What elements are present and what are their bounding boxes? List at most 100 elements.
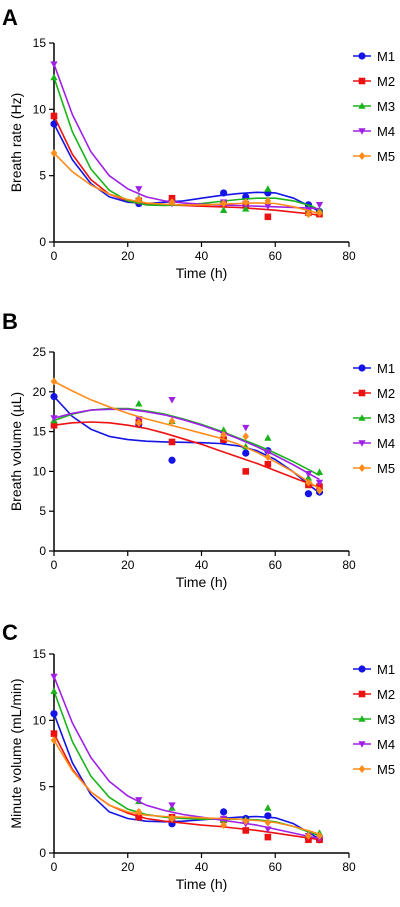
data-point-m3 bbox=[219, 206, 228, 213]
data-point-m5 bbox=[264, 818, 272, 827]
data-point-m4 bbox=[264, 203, 272, 210]
series-m2 bbox=[50, 730, 323, 844]
legend-label: M3 bbox=[377, 99, 395, 114]
y-tick-label: 0 bbox=[39, 235, 46, 249]
series-m5 bbox=[50, 736, 323, 840]
data-point-m2 bbox=[168, 438, 176, 446]
y-tick-label: 0 bbox=[39, 544, 46, 558]
series-m5 bbox=[50, 149, 323, 219]
x-tick-label: 80 bbox=[342, 249, 356, 263]
fit-curve-m5 bbox=[53, 739, 320, 836]
data-point-m3 bbox=[264, 185, 272, 192]
data-point-m5 bbox=[305, 210, 312, 219]
legend-label: M3 bbox=[377, 411, 395, 426]
data-point-m4 bbox=[50, 61, 58, 69]
data-point-m3 bbox=[315, 468, 324, 476]
panel-c: C 0 5 10 15 0 20 40 60 80 Time (h) Minute volume (m… bbox=[2, 620, 395, 892]
fit-curve-m4 bbox=[53, 63, 320, 210]
legend-item-m5: M5 bbox=[353, 762, 395, 777]
legend-label: M5 bbox=[377, 461, 395, 476]
data-point-m4 bbox=[315, 202, 324, 209]
fit-curve-m1 bbox=[53, 713, 320, 841]
legend-label: M4 bbox=[377, 436, 395, 451]
legend-marker bbox=[358, 389, 366, 397]
data-point-m3 bbox=[50, 687, 58, 694]
x-tick-label: 40 bbox=[195, 249, 209, 263]
data-point-m5 bbox=[50, 736, 58, 745]
y-axis-title: Breath rate (Hz) bbox=[8, 93, 24, 193]
x-tick-label: 80 bbox=[342, 558, 356, 572]
legend-marker bbox=[358, 102, 366, 109]
legend-item-m5: M5 bbox=[353, 461, 395, 476]
data-point-m5 bbox=[264, 196, 272, 205]
data-point-m2 bbox=[305, 836, 312, 844]
data-point-m5 bbox=[168, 417, 176, 426]
data-point-m1 bbox=[168, 456, 176, 464]
data-point-m5 bbox=[316, 486, 323, 495]
data-point-m2 bbox=[168, 194, 176, 202]
data-point-m5 bbox=[50, 377, 58, 386]
legend-marker bbox=[358, 52, 366, 60]
series-m3 bbox=[50, 73, 324, 213]
x-axis-title: Time (h) bbox=[176, 574, 228, 590]
legend-marker bbox=[358, 741, 366, 748]
x-tick-label: 0 bbox=[51, 860, 58, 874]
legend-item-m4: M4 bbox=[353, 737, 395, 752]
legend-label: M1 bbox=[377, 662, 395, 677]
fit-curve-m1 bbox=[53, 396, 320, 494]
data-point-m2 bbox=[242, 468, 250, 475]
y-tick-label: 5 bbox=[39, 780, 46, 794]
data-point-m5 bbox=[242, 198, 250, 207]
data-point-m4 bbox=[242, 424, 250, 432]
data-point-m4 bbox=[168, 802, 176, 810]
data-point-m1 bbox=[50, 120, 58, 128]
legend-item-m5: M5 bbox=[353, 149, 395, 164]
x-tick-label: 40 bbox=[195, 860, 209, 874]
panel-letter-c: C bbox=[2, 620, 18, 645]
data-point-m3 bbox=[135, 399, 143, 407]
data-point-m3 bbox=[242, 205, 250, 212]
legend-marker bbox=[358, 765, 366, 773]
legend-item-m1: M1 bbox=[353, 662, 395, 677]
data-point-m4 bbox=[264, 826, 272, 833]
x-tick-label: 60 bbox=[269, 860, 283, 874]
legend-item-m3: M3 bbox=[353, 411, 395, 426]
data-point-m4 bbox=[50, 673, 58, 681]
data-point-m5 bbox=[168, 198, 176, 207]
fit-curve-m5 bbox=[53, 152, 320, 215]
x-tick-label: 20 bbox=[121, 860, 135, 874]
data-point-m5 bbox=[220, 199, 227, 208]
fit-curve-m5 bbox=[53, 380, 320, 490]
y-tick-label: 10 bbox=[33, 102, 47, 116]
fit-curve-m4 bbox=[53, 676, 320, 840]
data-point-m3 bbox=[264, 434, 272, 441]
legend-marker bbox=[358, 464, 366, 472]
y-tick-label: 0 bbox=[39, 846, 46, 860]
data-point-m1 bbox=[50, 392, 58, 401]
legend-label: M5 bbox=[377, 149, 395, 164]
data-point-m2 bbox=[242, 827, 250, 834]
y-tick-label: 5 bbox=[39, 169, 46, 183]
legend-label: M2 bbox=[377, 687, 395, 702]
data-point-m5 bbox=[316, 831, 323, 840]
data-point-m4 bbox=[315, 479, 324, 487]
x-tick-label: 40 bbox=[195, 558, 209, 572]
data-point-m5 bbox=[316, 208, 323, 217]
legend-item-m2: M2 bbox=[353, 687, 395, 702]
legend-item-m3: M3 bbox=[353, 712, 395, 727]
series-m1 bbox=[50, 392, 324, 498]
legend-item-m1: M1 bbox=[353, 361, 395, 376]
data-point-m1 bbox=[50, 710, 58, 718]
y-tick-label: 15 bbox=[33, 647, 47, 661]
fit-curve-m4 bbox=[53, 408, 320, 481]
data-point-m5 bbox=[242, 432, 250, 441]
data-point-m5 bbox=[305, 831, 312, 840]
data-point-m2 bbox=[50, 730, 58, 737]
legend-item-m2: M2 bbox=[353, 386, 395, 401]
legend-marker bbox=[358, 690, 366, 698]
x-tick-label: 0 bbox=[51, 249, 58, 263]
legend-label: M5 bbox=[377, 762, 395, 777]
y-tick-label: 10 bbox=[33, 713, 47, 727]
fit-curve-m2 bbox=[53, 115, 320, 217]
